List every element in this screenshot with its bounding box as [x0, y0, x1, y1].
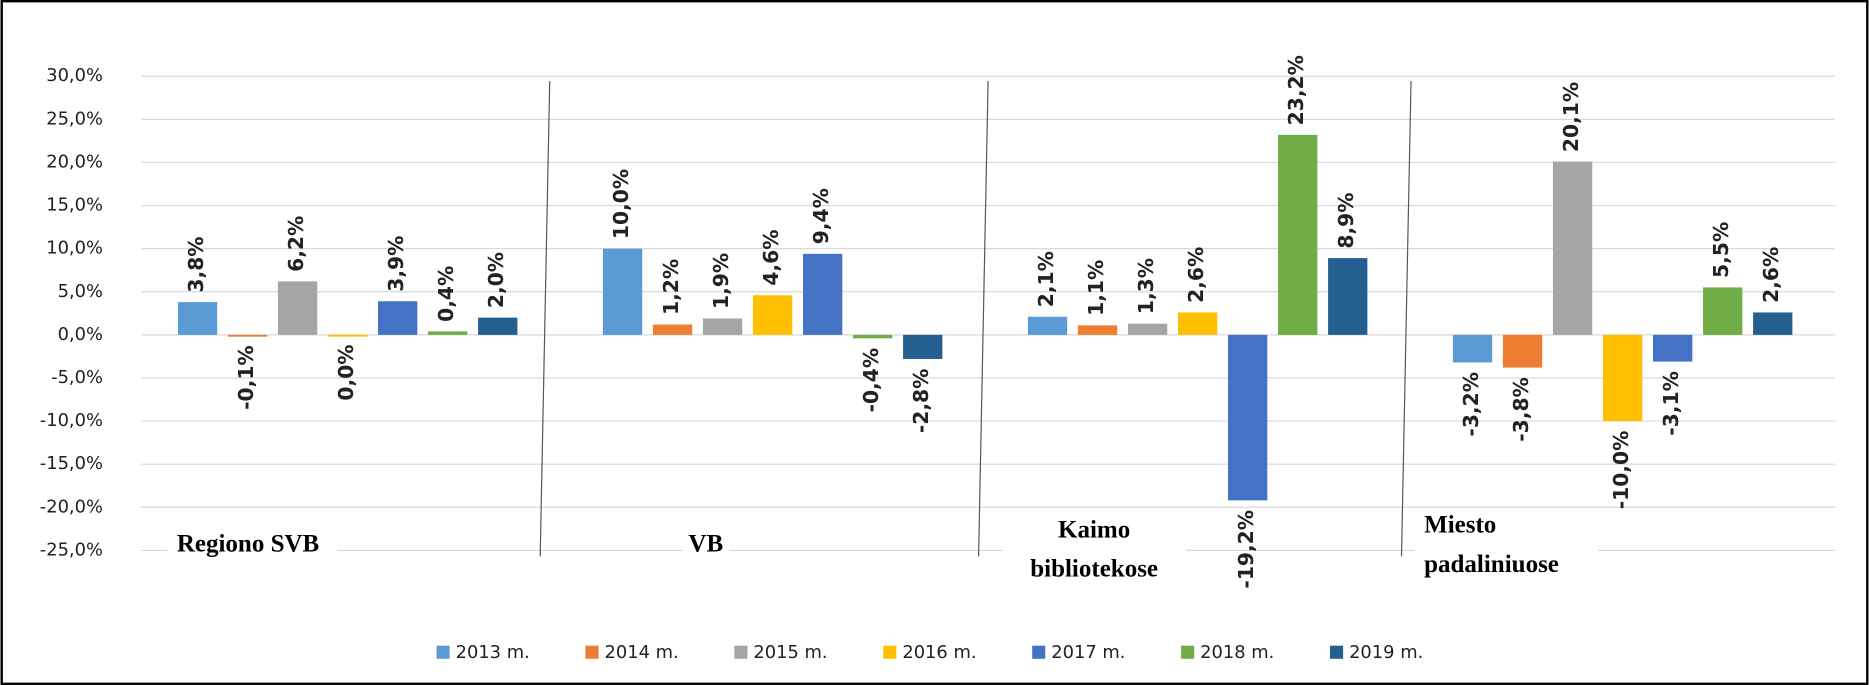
data-label: -3,8% — [1509, 377, 1533, 442]
data-label: 20,1% — [1559, 82, 1583, 152]
bar — [1602, 334, 1643, 422]
bar — [1027, 316, 1068, 335]
bar — [1278, 134, 1318, 335]
bar — [1328, 258, 1368, 335]
category-label-bg — [1002, 514, 1186, 591]
bar — [277, 281, 318, 335]
category-label-bg — [682, 528, 729, 568]
data-label: 1,9% — [709, 253, 733, 309]
category-label-bg — [1414, 509, 1599, 587]
legend-label: 2015 m. — [753, 642, 827, 663]
legend-label: 2016 m. — [902, 642, 976, 663]
data-label: 2,6% — [1759, 247, 1783, 303]
legend-swatch — [1181, 645, 1195, 659]
bar — [803, 253, 843, 335]
data-label: 8,9% — [1334, 192, 1358, 248]
bar — [428, 331, 468, 335]
y-tick-label: 10,0% — [46, 238, 103, 259]
bar — [1552, 161, 1593, 335]
data-label: -10,0% — [1609, 431, 1633, 510]
bar — [752, 295, 793, 335]
data-label: 6,2% — [284, 216, 308, 272]
y-tick-label: 15,0% — [46, 195, 103, 216]
bar — [1177, 312, 1218, 335]
category-label-bg — [167, 528, 338, 568]
data-label: 4,6% — [759, 230, 783, 286]
y-tick-label: -15,0% — [40, 453, 103, 474]
bar — [1228, 334, 1268, 501]
data-label: -19,2% — [1234, 510, 1258, 589]
separator — [977, 80, 989, 557]
data-label: 2,0% — [484, 252, 508, 308]
bar — [702, 318, 743, 335]
data-label: 1,3% — [1134, 258, 1158, 314]
legend-swatch — [734, 645, 748, 659]
bar — [1127, 323, 1168, 335]
grid — [141, 75, 1836, 551]
legend-label: 2013 m. — [456, 642, 530, 663]
category-label: Regiono SVB — [177, 530, 319, 557]
data-label: 9,4% — [809, 188, 833, 244]
y-tick-label: 30,0% — [46, 65, 103, 86]
data-label: -2,8% — [909, 369, 933, 434]
legend-label: 2014 m. — [605, 642, 679, 663]
data-label: 5,5% — [1709, 222, 1733, 278]
bar — [1653, 334, 1693, 362]
bar — [227, 334, 268, 337]
bar — [652, 324, 693, 335]
data-label: 1,2% — [659, 259, 683, 315]
data-label: -0,1% — [234, 345, 258, 410]
y-tick-label: -25,0% — [40, 539, 103, 560]
bar — [602, 248, 643, 335]
legend-swatch — [883, 645, 897, 659]
legend-label: 2019 m. — [1349, 642, 1423, 663]
data-label: 3,8% — [184, 236, 208, 292]
bar — [1077, 325, 1118, 335]
separators — [539, 80, 1412, 557]
legend-swatch — [1032, 645, 1046, 659]
data-label: -0,4% — [859, 348, 883, 413]
data-label: 10,0% — [609, 169, 633, 239]
legend-swatch — [585, 645, 599, 659]
y-tick-label: 5,0% — [58, 281, 103, 302]
data-label: 0,4% — [434, 266, 458, 322]
data-label: 23,2% — [1284, 55, 1308, 125]
category-label: Kaimo bibliotekose — [1030, 516, 1158, 582]
legend-label: 2018 m. — [1200, 642, 1274, 663]
legend-swatch — [436, 645, 450, 659]
bar — [1452, 334, 1493, 363]
data-label: -3,2% — [1459, 372, 1483, 437]
y-tick-label: 0,0% — [58, 324, 103, 345]
bar — [177, 302, 218, 335]
y-tick-label: 25,0% — [46, 108, 103, 129]
bar — [327, 334, 368, 337]
bar — [1753, 312, 1793, 335]
separator — [1400, 80, 1412, 557]
bar — [378, 301, 418, 335]
data-label: 1,1% — [1084, 260, 1108, 316]
category-label: VB — [688, 530, 723, 557]
y-tick-label: 20,0% — [46, 151, 103, 172]
separator — [539, 80, 551, 557]
data-label: 3,9% — [384, 236, 408, 292]
bar — [853, 334, 893, 339]
data-label: -3,1% — [1659, 371, 1683, 436]
data-label: 2,1% — [1034, 251, 1058, 307]
data-label: 2,6% — [1184, 247, 1208, 303]
data-label: 0,0% — [334, 344, 358, 400]
y-tick-label: -20,0% — [40, 496, 103, 517]
legend-swatch — [1330, 645, 1344, 659]
bar — [903, 334, 943, 360]
y-tick-label: -10,0% — [40, 410, 103, 431]
legend-label: 2017 m. — [1051, 642, 1125, 663]
category-label: Miesto padaliniuose — [1424, 511, 1559, 577]
bar — [1703, 287, 1743, 335]
bar — [1502, 334, 1543, 368]
y-tick-label: -5,0% — [51, 367, 103, 388]
bar — [478, 317, 518, 335]
